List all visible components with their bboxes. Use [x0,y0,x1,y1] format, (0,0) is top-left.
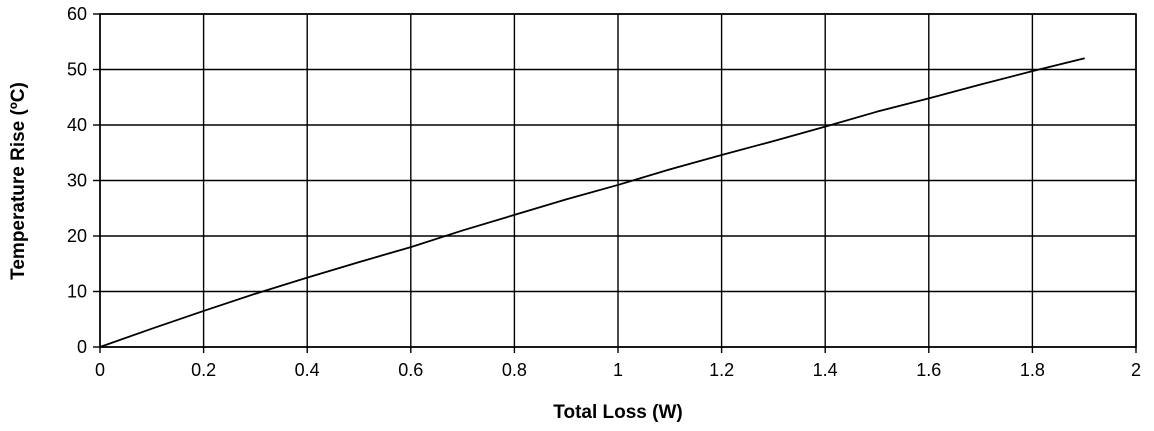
x-axis-title: Total Loss (W) [553,402,682,423]
y-tick-label: 50 [67,60,87,80]
data-point [669,168,671,171]
y-tick-label: 0 [77,337,87,357]
y-tick-label: 60 [67,4,87,24]
x-tick-label: 1 [613,360,623,380]
plot-frame [99,13,1137,348]
data-point [410,246,412,248]
data-point [617,184,619,186]
data-point [824,125,826,128]
data-point [876,110,878,113]
y-axis-title: Temperature Rise (ºC) [8,82,29,280]
data-point [151,327,153,330]
y-tick-label: 20 [67,226,87,246]
frame-layer [93,13,1137,353]
data-point [306,276,309,279]
x-tick-label: 0.4 [295,360,320,380]
data-point [565,198,567,201]
data-point [1083,57,1085,60]
data-point [461,229,464,232]
y-tick-labels: 0 10 20 30 40 50 60 [67,4,87,357]
x-tick-label: 1.6 [916,360,941,380]
x-tick-label: 0.8 [502,360,527,380]
x-tick-label: 0 [95,360,105,380]
data-point [720,154,723,156]
data-point [254,292,257,295]
data-point [928,97,930,100]
x-tick-label: 2 [1131,360,1141,380]
data-point [1031,70,1034,72]
x-tick-labels: 0 0.2 0.4 0.6 0.8 1 1.2 1.4 1.6 1.8 2 [95,360,1141,380]
data-point [979,83,982,86]
series-layer [99,57,1085,348]
x-tick-label: 0.6 [398,360,423,380]
x-tick-label: 0.2 [191,360,216,380]
data-point [772,140,775,142]
y-tick-label: 30 [67,171,87,191]
data-point [202,310,205,312]
y-tick-label: 10 [67,282,87,302]
series-line [99,57,1085,348]
x-tick-label: 1.4 [813,360,838,380]
data-point [513,214,516,216]
grid-layer [99,13,1137,348]
x-tick-label: 1.2 [709,360,734,380]
x-tick-label: 1.8 [1020,360,1045,380]
data-point [358,261,360,263]
y-tick-label: 40 [67,115,87,135]
